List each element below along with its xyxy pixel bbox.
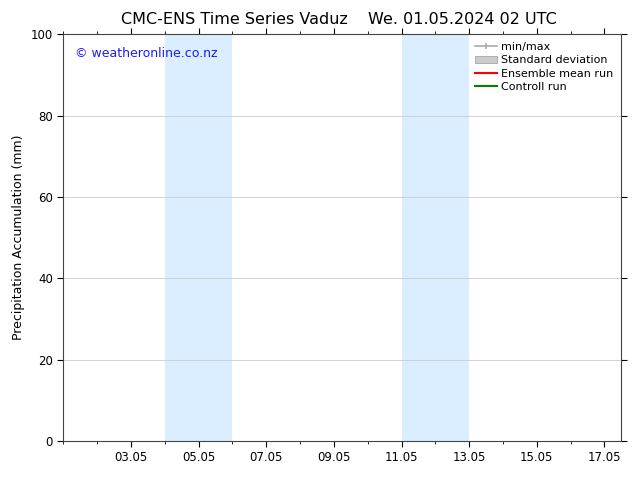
Bar: [401, 34, 469, 441]
Legend: min/max, Standard deviation, Ensemble mean run, Controll run: min/max, Standard deviation, Ensemble me…: [472, 40, 616, 94]
Text: © weatheronline.co.nz: © weatheronline.co.nz: [75, 47, 217, 59]
Bar: [165, 34, 233, 441]
Text: We. 01.05.2024 02 UTC: We. 01.05.2024 02 UTC: [368, 12, 557, 27]
Y-axis label: Precipitation Accumulation (mm): Precipitation Accumulation (mm): [12, 135, 25, 341]
Text: CMC-ENS Time Series Vaduz: CMC-ENS Time Series Vaduz: [121, 12, 348, 27]
